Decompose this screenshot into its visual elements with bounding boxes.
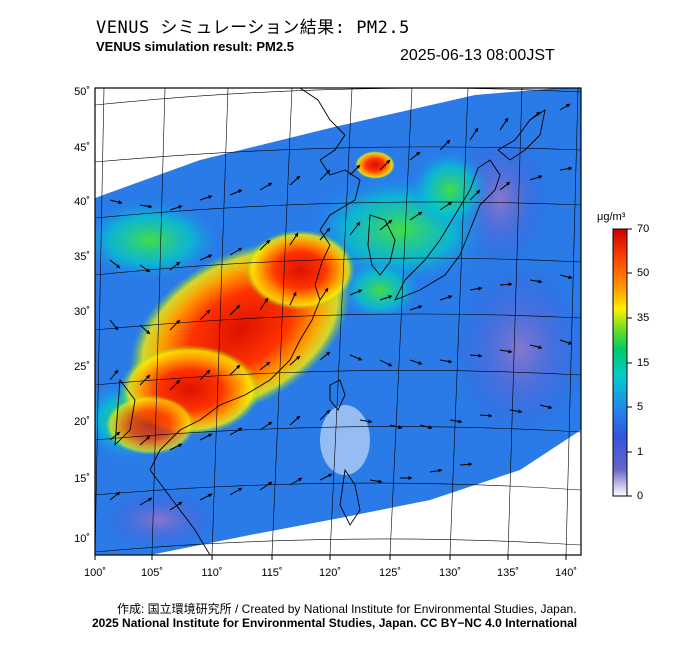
lat-tick-30: 30˚ <box>74 306 90 318</box>
colorbar <box>612 228 628 497</box>
map-frame <box>94 87 582 556</box>
lat-tick-40: 40˚ <box>74 196 90 208</box>
colorbar-ticks <box>627 228 632 497</box>
colorbar-label-0: 0 <box>637 490 644 502</box>
colorbar-unit: μg/m³ <box>597 211 626 223</box>
lon-tick-125: 125˚ <box>378 567 402 579</box>
colorbar-label-15: 15 <box>637 357 650 369</box>
lat-tick-20: 20˚ <box>74 416 90 428</box>
credit-creator: 作成: 国立環境研究所 / Created by National Instit… <box>117 602 577 616</box>
coastlines <box>114 88 546 555</box>
lat-tick-10: 10˚ <box>74 533 90 545</box>
timestamp: 2025-06-13 08:00JST <box>400 47 555 64</box>
credit-license: 2025 National Institute for Environmenta… <box>92 616 578 630</box>
lon-tick-120: 120˚ <box>318 567 342 579</box>
lon-tick-105: 105˚ <box>140 567 164 579</box>
colorbar-label-5: 5 <box>637 401 644 413</box>
lon-tick-100: 100˚ <box>83 567 107 579</box>
lat-tick-45: 45˚ <box>74 142 90 154</box>
pm25-field <box>95 88 581 555</box>
title-japanese: VENUS シミュレーション結果: PM2.5 <box>96 18 410 38</box>
lat-tick-25: 25˚ <box>74 361 90 373</box>
graticule <box>95 88 581 555</box>
lat-tick-15: 15˚ <box>74 473 90 485</box>
colorbar-label-35: 35 <box>637 312 650 324</box>
lon-tick-115: 115˚ <box>261 567 283 579</box>
title-english: VENUS simulation result: PM2.5 <box>96 39 294 54</box>
colorbar-label-50: 50 <box>637 267 650 279</box>
wind-vectors <box>109 103 573 511</box>
colorbar-label-1: 1 <box>637 446 644 458</box>
colorbar-label-70: 70 <box>637 223 650 235</box>
lat-tick-35: 35˚ <box>74 251 90 263</box>
lon-tick-130: 130˚ <box>438 567 462 579</box>
lon-tick-140: 140˚ <box>554 567 578 579</box>
lat-tick-50: 50˚ <box>74 86 90 98</box>
lon-tick-135: 135˚ <box>496 567 520 579</box>
axis-ticks <box>94 555 567 560</box>
lon-tick-110: 110˚ <box>201 567 223 579</box>
